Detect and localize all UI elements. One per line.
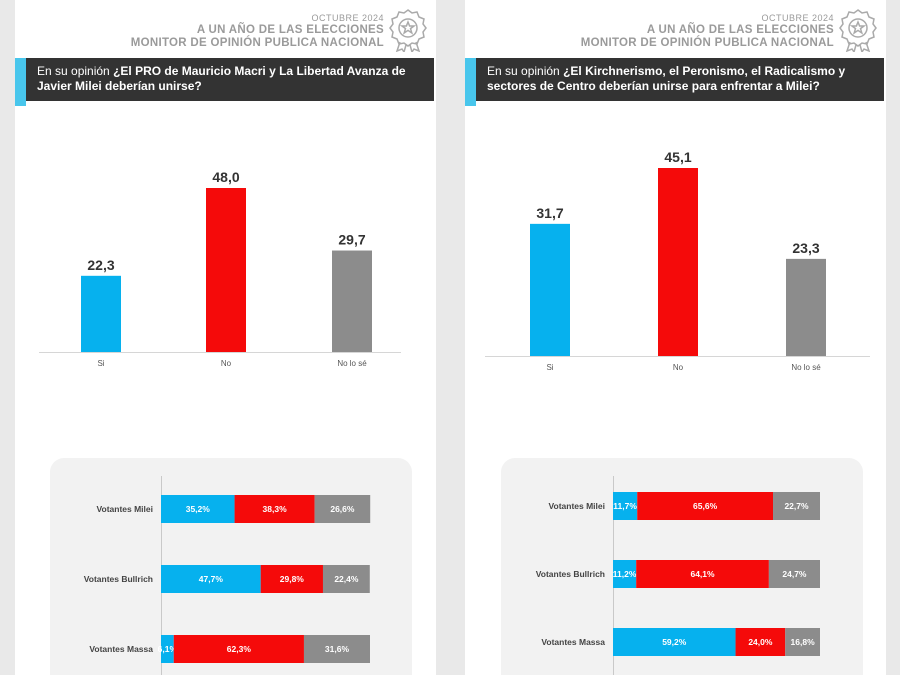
stack-segment	[636, 560, 769, 588]
bar	[206, 188, 246, 352]
x-tick-label: No	[673, 363, 684, 372]
panel-right: OCTUBRE 2024 A UN AÑO DE LAS ELECCIONES …	[465, 0, 886, 675]
stack-segment	[161, 565, 261, 593]
stacked-chart-svg: Votantes Milei 11,7% 65,6% 22,7% Votantes Bu…	[536, 476, 820, 675]
stack-segment	[314, 495, 371, 523]
stack-segment	[260, 565, 323, 593]
segment-label: 24,7%	[782, 569, 807, 579]
data-label: 31,7	[536, 205, 563, 221]
question-bold: ¿El PRO de Mauricio Macri y La Libertad …	[37, 64, 406, 93]
bar	[332, 250, 372, 352]
x-tick-label: No	[221, 359, 232, 368]
segment-label: 65,6%	[693, 501, 718, 511]
segment-label: 11,7%	[613, 501, 637, 511]
bar	[786, 258, 826, 356]
bar-chart: 31,7 Si 45,1 No 23,3 No lo sé	[465, 145, 886, 375]
bar-chart: 22,3 Si 48,0 No 29,7 No lo sé	[15, 160, 436, 375]
bar	[81, 275, 121, 352]
x-tick-label: Si	[97, 359, 104, 368]
row-label: Votantes Bullrich	[84, 574, 153, 584]
stack-segment	[735, 628, 786, 656]
bar	[530, 223, 570, 356]
segment-label: 38,3%	[263, 504, 288, 514]
stacked-chart-card: Votantes Milei 35,2% 38,3% 26,6% Votantes Bu…	[50, 458, 412, 675]
question-prefix: En su opinión	[487, 64, 564, 78]
segment-label: 22,4%	[334, 574, 359, 584]
x-tick-label: No lo sé	[791, 363, 821, 372]
stack-segment	[613, 492, 638, 520]
stack-segment	[234, 495, 315, 523]
row-label: Votantes Milei	[96, 504, 153, 514]
data-label: 29,7	[338, 232, 365, 248]
header-title-line2: MONITOR DE OPINIÓN PUBLICA NACIONAL	[130, 37, 384, 49]
question-accent	[15, 58, 26, 106]
question-text: En su opinión ¿El PRO de Mauricio Macri …	[37, 64, 427, 94]
question-box: En su opinión ¿El Kirchnerismo, el Peron…	[465, 58, 884, 106]
bar-chart-svg: 31,7 Si 45,1 No 23,3 No lo sé	[485, 149, 870, 372]
header-date: OCTUBRE 2024	[311, 13, 384, 23]
stack-segment	[773, 492, 820, 520]
stack-segment	[613, 560, 637, 588]
data-label: 48,0	[212, 169, 239, 185]
question-prefix: En su opinión	[37, 64, 114, 78]
stack-segment	[303, 635, 370, 663]
stack-segment	[161, 495, 235, 523]
question-box: En su opinión ¿El PRO de Mauricio Macri …	[15, 58, 434, 106]
segment-label: 35,2%	[186, 504, 211, 514]
question-accent	[465, 58, 476, 106]
segment-label: 11,2%	[613, 569, 637, 579]
stack-segment	[637, 492, 774, 520]
data-label: 23,3	[792, 240, 819, 256]
row-label: Votantes Milei	[548, 501, 605, 511]
stack-segment	[785, 628, 820, 656]
header-title-line1: A UN AÑO DE LAS ELECCIONES	[646, 24, 834, 36]
stack-segment	[613, 628, 736, 656]
segment-label: 64,1%	[690, 569, 715, 579]
segment-label: 16,8%	[791, 637, 816, 647]
segment-label: 59,2%	[662, 637, 687, 647]
segment-label: 31,6%	[325, 644, 350, 654]
row-label: Votantes Bullrich	[536, 569, 605, 579]
data-label: 45,1	[664, 149, 691, 165]
row-label: Votantes Massa	[89, 644, 153, 654]
header-title-line2: MONITOR DE OPINIÓN PUBLICA NACIONAL	[580, 37, 834, 49]
stacked-chart-card: Votantes Milei 11,7% 65,6% 22,7% Votantes Bu…	[501, 458, 863, 675]
segment-label: 6,1%	[158, 644, 178, 654]
question-text: En su opinión ¿El Kirchnerismo, el Peron…	[487, 64, 877, 94]
stack-segment	[173, 635, 304, 663]
data-label: 22,3	[87, 257, 114, 273]
bar-chart-svg: 22,3 Si 48,0 No 29,7 No lo sé	[39, 169, 401, 368]
x-tick-label: Si	[546, 363, 553, 372]
x-tick-label: No lo sé	[337, 359, 367, 368]
question-bold: ¿El Kirchnerismo, el Peronismo, el Radic…	[487, 64, 846, 93]
segment-label: 62,3%	[227, 644, 252, 654]
segment-label: 26,6%	[330, 504, 355, 514]
header-title-line1: A UN AÑO DE LAS ELECCIONES	[196, 24, 384, 36]
header-date: OCTUBRE 2024	[761, 13, 834, 23]
bar	[658, 168, 698, 356]
segment-label: 24,0%	[748, 637, 773, 647]
award-badge-icon	[389, 9, 427, 52]
row-label: Votantes Massa	[541, 637, 605, 647]
segment-label: 47,7%	[199, 574, 224, 584]
stack-segment	[322, 565, 370, 593]
award-badge-icon	[839, 9, 877, 52]
stacked-chart-svg: Votantes Milei 35,2% 38,3% 26,6% Votantes Bu…	[84, 476, 371, 675]
stack-segment	[768, 560, 820, 588]
segment-label: 29,8%	[280, 574, 305, 584]
segment-label: 22,7%	[784, 501, 809, 511]
stack-segment	[161, 635, 174, 663]
panel-left: OCTUBRE 2024 A UN AÑO DE LAS ELECCIONES …	[15, 0, 436, 675]
